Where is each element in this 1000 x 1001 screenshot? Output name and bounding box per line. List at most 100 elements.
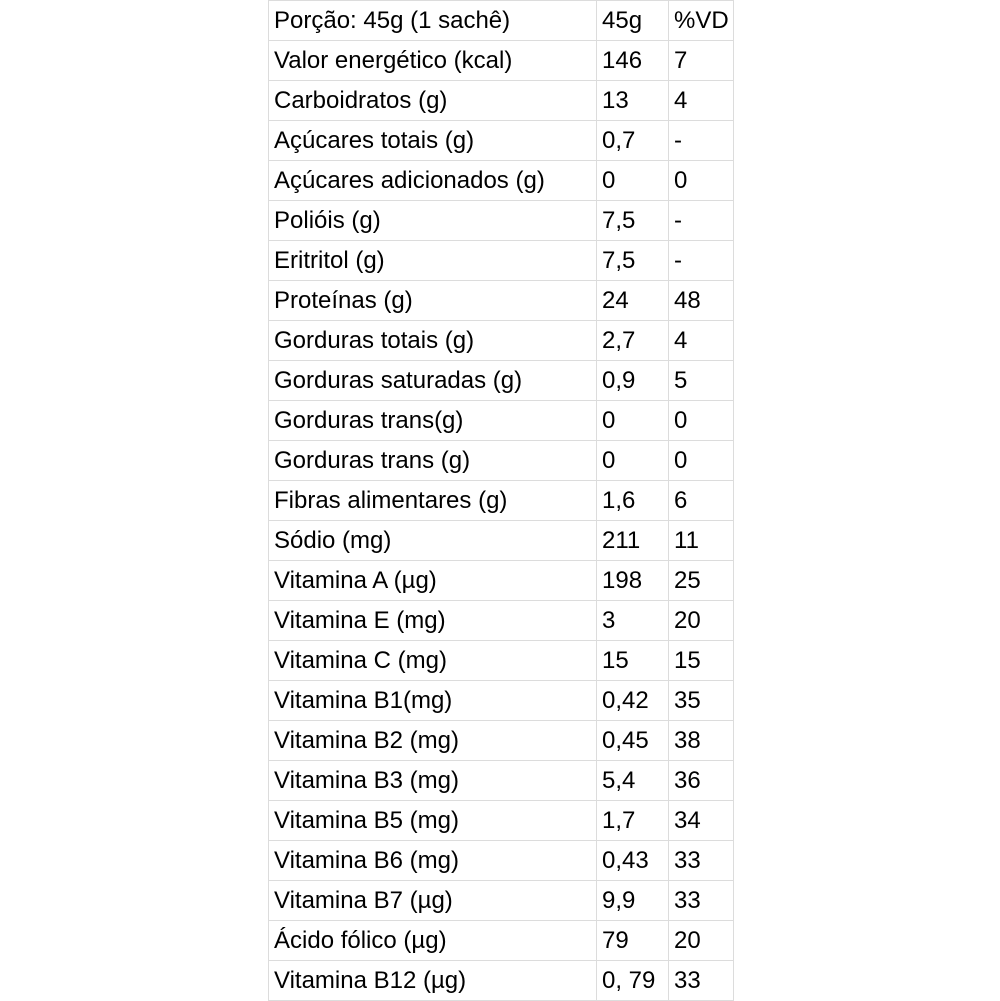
table-row: Vitamina B5 (mg) 1,7 34 (268, 800, 734, 841)
table-row: Carboidratos (g) 13 4 (268, 80, 734, 121)
table-row: Proteínas (g) 24 48 (268, 280, 734, 321)
daily-value-percent-cell: 33 (668, 880, 734, 921)
table-row: Vitamina B7 (µg) 9,9 33 (268, 880, 734, 921)
nutrient-name-cell: Gorduras trans (g) (268, 440, 597, 481)
daily-value-percent-cell: 34 (668, 800, 734, 841)
nutrition-table: Porção: 45g (1 sachê) 45g %VD Valor energét… (268, 0, 734, 1001)
table-row: Vitamina B3 (mg) 5,4 36 (268, 760, 734, 801)
table-row: Eritritol (g) 7,5- (268, 240, 734, 281)
table-row: Vitamina B12 (µg) 0, 79 33 (268, 960, 734, 1001)
amount-cell: 0,42 (596, 680, 669, 721)
nutrient-name-cell: Eritritol (g) (268, 240, 597, 281)
daily-value-percent-cell: 4 (668, 320, 734, 361)
amount-cell: 0,45 (596, 720, 669, 761)
amount-cell: 5,4 (596, 760, 669, 801)
amount-cell: 0 (596, 400, 669, 441)
nutrient-name-cell: Vitamina B3 (mg) (268, 760, 597, 801)
nutrient-name-cell: Valor energético (kcal) (268, 40, 597, 81)
table-row: Gorduras trans(g) 0 0 (268, 400, 734, 441)
nutrient-name-cell: Vitamina E (mg) (268, 600, 597, 641)
daily-value-percent-cell: 15 (668, 640, 734, 681)
nutrient-name-cell: Gorduras trans(g) (268, 400, 597, 441)
amount-cell: 0, 79 (596, 960, 669, 1001)
amount-cell: 7,5 (596, 240, 669, 281)
table-row: Vitamina A (µg) 198 25 (268, 560, 734, 601)
nutrient-name-cell: Vitamina B12 (µg) (268, 960, 597, 1001)
amount-cell: 7,5 (596, 200, 669, 241)
daily-value-percent-cell: - (668, 240, 734, 281)
amount-cell: 3 (596, 600, 669, 641)
daily-value-percent-cell: 7 (668, 40, 734, 81)
amount-cell: 198 (596, 560, 669, 601)
amount-cell: 0,43 (596, 840, 669, 881)
table-row: Vitamina B6 (mg) 0,43 33 (268, 840, 734, 881)
daily-value-percent-cell: 0 (668, 440, 734, 481)
nutrient-name-cell: Vitamina B5 (mg) (268, 800, 597, 841)
amount-cell: 13 (596, 80, 669, 121)
table-row: Ácido fólico (µg) 79 20 (268, 920, 734, 961)
amount-cell: 45g (596, 0, 669, 41)
nutrient-name-cell: Açúcares adicionados (g) (268, 160, 597, 201)
nutrient-name-cell: Gorduras totais (g) (268, 320, 597, 361)
nutrient-name-cell: Vitamina B2 (mg) (268, 720, 597, 761)
nutrient-name-cell: Vitamina C (mg) (268, 640, 597, 681)
nutrient-name-cell: Vitamina B7 (µg) (268, 880, 597, 921)
daily-value-percent-cell: 33 (668, 840, 734, 881)
table-row: Vitamina B2 (mg) 0,45 38 (268, 720, 734, 761)
amount-cell: 0,7 (596, 120, 669, 161)
amount-cell: 15 (596, 640, 669, 681)
table-row: Vitamina B1(mg) 0,42 35 (268, 680, 734, 721)
daily-value-percent-cell: - (668, 120, 734, 161)
daily-value-percent-cell: %VD (668, 0, 734, 41)
amount-cell: 0 (596, 440, 669, 481)
table-row: Açúcares totais (g) 0,7- (268, 120, 734, 161)
daily-value-percent-cell: 36 (668, 760, 734, 801)
nutrient-name-cell: Carboidratos (g) (268, 80, 597, 121)
daily-value-percent-cell: 5 (668, 360, 734, 401)
nutrient-name-cell: Vitamina B1(mg) (268, 680, 597, 721)
table-row: Vitamina E (mg) 3 20 (268, 600, 734, 641)
daily-value-percent-cell: 20 (668, 920, 734, 961)
table-row: Açúcares adicionados (g) 0 0 (268, 160, 734, 201)
amount-cell: 1,7 (596, 800, 669, 841)
daily-value-percent-cell: 33 (668, 960, 734, 1001)
table-row: Sódio (mg) 211 11 (268, 520, 734, 561)
amount-cell: 79 (596, 920, 669, 961)
daily-value-percent-cell: 0 (668, 160, 734, 201)
amount-cell: 211 (596, 520, 669, 561)
nutrient-name-cell: Vitamina A (µg) (268, 560, 597, 601)
table-row: Gorduras saturadas (g) 0,9 5 (268, 360, 734, 401)
nutrient-name-cell: Polióis (g) (268, 200, 597, 241)
nutrient-name-cell: Fibras alimentares (g) (268, 480, 597, 521)
table-row: Fibras alimentares (g) 1,6 6 (268, 480, 734, 521)
table-row: Gorduras trans (g) 0 0 (268, 440, 734, 481)
nutrient-name-cell: Proteínas (g) (268, 280, 597, 321)
amount-cell: 0 (596, 160, 669, 201)
amount-cell: 1,6 (596, 480, 669, 521)
nutrient-name-cell: Açúcares totais (g) (268, 120, 597, 161)
header-row: Porção: 45g (1 sachê) 45g %VD (268, 0, 734, 41)
nutrient-name-cell: Ácido fólico (µg) (268, 920, 597, 961)
daily-value-percent-cell: 20 (668, 600, 734, 641)
daily-value-percent-cell: 11 (668, 520, 734, 561)
table-row: Gorduras totais (g) 2,7 4 (268, 320, 734, 361)
daily-value-percent-cell: 6 (668, 480, 734, 521)
daily-value-percent-cell: 48 (668, 280, 734, 321)
amount-cell: 9,9 (596, 880, 669, 921)
table-row: Polióis (g) 7,5- (268, 200, 734, 241)
daily-value-percent-cell: - (668, 200, 734, 241)
amount-cell: 0,9 (596, 360, 669, 401)
table-row: Vitamina C (mg) 15 15 (268, 640, 734, 681)
nutrient-name-cell: Vitamina B6 (mg) (268, 840, 597, 881)
daily-value-percent-cell: 4 (668, 80, 734, 121)
amount-cell: 24 (596, 280, 669, 321)
daily-value-percent-cell: 35 (668, 680, 734, 721)
amount-cell: 146 (596, 40, 669, 81)
daily-value-percent-cell: 0 (668, 400, 734, 441)
daily-value-percent-cell: 38 (668, 720, 734, 761)
nutrient-name-cell: Sódio (mg) (268, 520, 597, 561)
table-row: Valor energético (kcal) 146 7 (268, 40, 734, 81)
amount-cell: 2,7 (596, 320, 669, 361)
nutrient-name-cell: Porção: 45g (1 sachê) (268, 0, 597, 41)
daily-value-percent-cell: 25 (668, 560, 734, 601)
